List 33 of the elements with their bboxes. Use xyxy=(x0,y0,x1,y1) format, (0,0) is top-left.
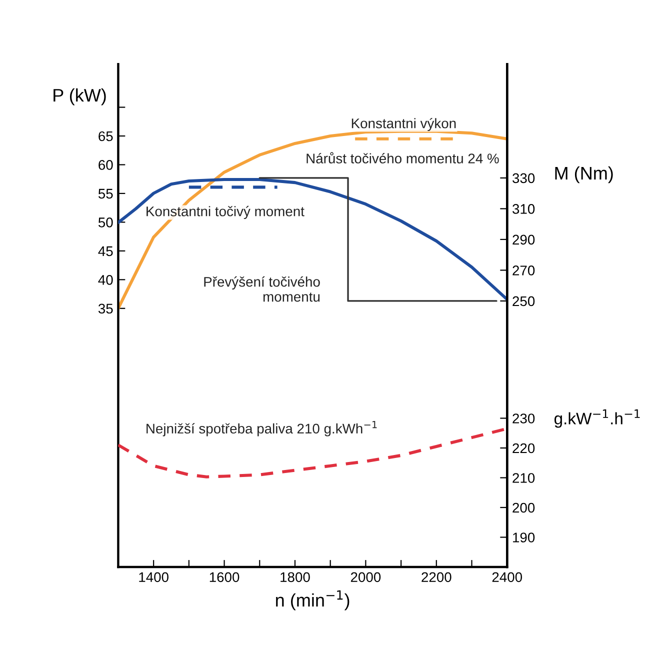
y-tick-label: 35 xyxy=(98,304,113,314)
y-tick-label: 60 xyxy=(98,160,113,170)
x-axis-title: n (min$^{−1}$) xyxy=(276,590,350,610)
y3-tick-label: 210 xyxy=(512,473,535,483)
y-tick-label: 50 xyxy=(98,218,113,228)
y-axis-title: P (kW) xyxy=(54,88,106,106)
y-tick-label: 55 xyxy=(98,188,113,199)
x-tick-label: 2200 xyxy=(422,572,452,582)
annotation: Převýšení točivého momentu xyxy=(204,276,320,302)
y3-axis-title: g.kW$^{−1}$.h$^{−1}$ xyxy=(554,409,640,428)
x-tick-label: 1800 xyxy=(280,572,310,582)
x-tick-label: 2000 xyxy=(350,572,381,582)
x-tick-label: 1400 xyxy=(139,572,168,582)
x-tick-label: 1600 xyxy=(210,572,240,582)
y2-axis-title: M (Nm) xyxy=(555,166,613,184)
line-series xyxy=(118,178,508,301)
y-tick-label: 65 xyxy=(98,131,113,142)
y3-tick-label: 190 xyxy=(513,532,535,542)
annotation: Nárůst točivého momentu 24 % xyxy=(306,152,499,164)
y2-tick-label: 290 xyxy=(512,234,535,245)
y2-tick-label: 250 xyxy=(512,296,535,306)
y2-tick-label: 270 xyxy=(512,266,535,276)
x-tick-label: 2400 xyxy=(492,572,522,582)
y-tick-label: 45 xyxy=(98,246,113,256)
y3-tick-label: 230 xyxy=(512,414,535,424)
annotation: Konstantni výkon xyxy=(352,118,456,132)
annotation: Konstantni točivý moment xyxy=(146,206,304,220)
y2-tick-label: 330 xyxy=(512,173,535,184)
y3-tick-label: 220 xyxy=(512,443,535,454)
annotation: Nejnižší spotřeba paliva 210 g.kWh$^{−1}$ xyxy=(146,421,377,436)
y3-tick-label: 200 xyxy=(512,502,535,513)
y-tick-label: 40 xyxy=(98,274,113,285)
y2-tick-label: 310 xyxy=(512,204,535,214)
